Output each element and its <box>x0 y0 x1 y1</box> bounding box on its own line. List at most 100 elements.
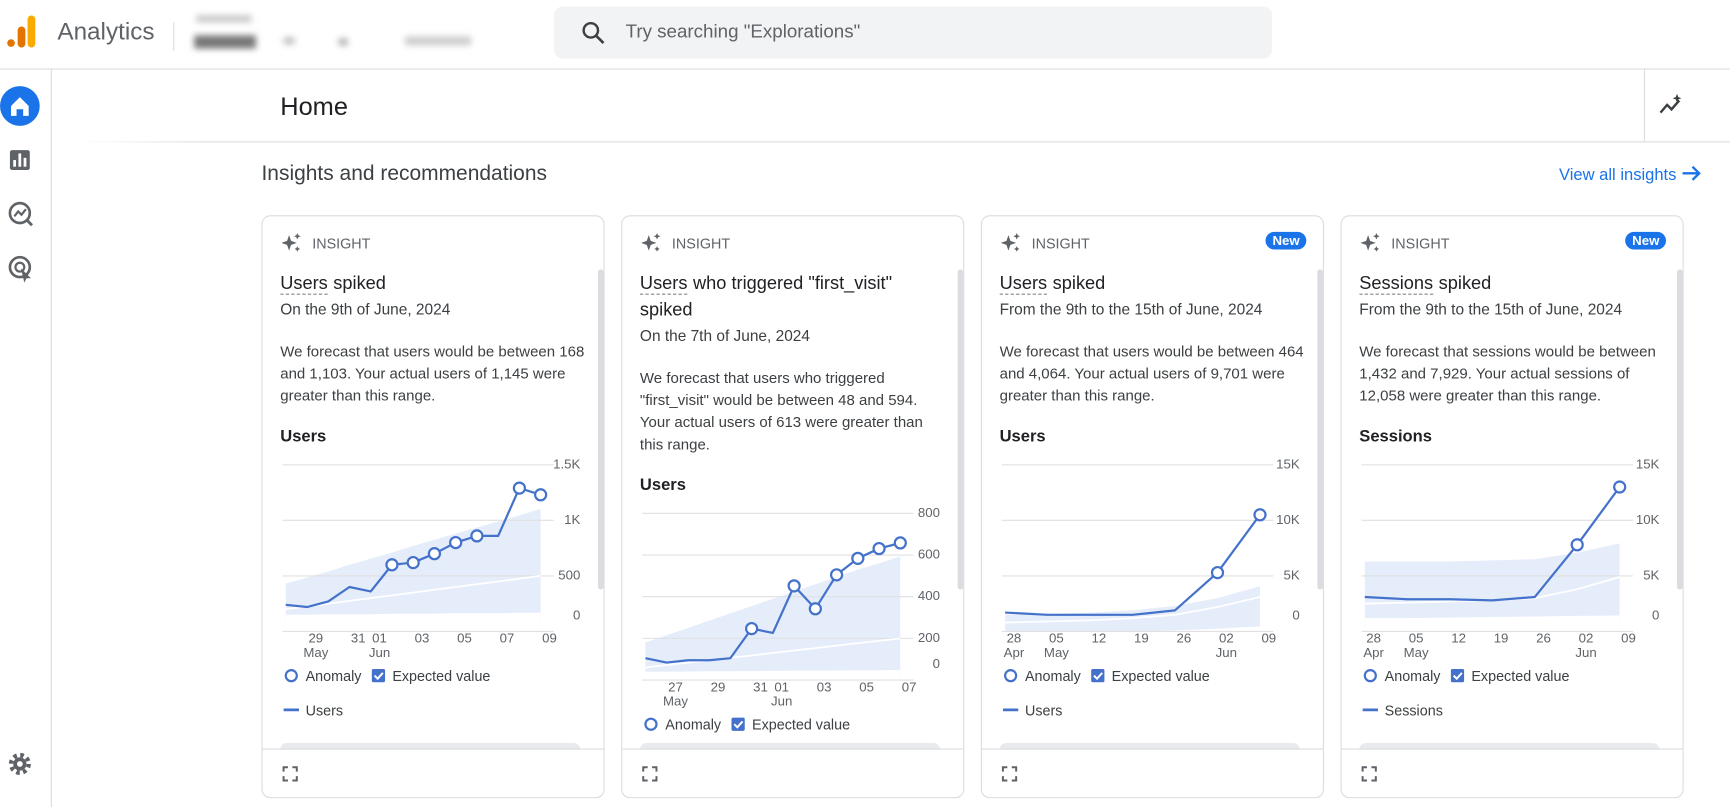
card-date: From the 9th to the 15th of June, 2024 <box>999 300 1263 318</box>
expected-range-upper <box>645 556 901 681</box>
legend-label: Sessions <box>1384 701 1443 719</box>
expand-icon[interactable] <box>1001 765 1019 783</box>
x-tick-label: 02 <box>1579 631 1594 646</box>
title-rest: spiked <box>1438 273 1492 294</box>
sparkle-icon <box>1360 232 1380 252</box>
title-rest: spiked <box>333 273 386 294</box>
x-tick-label: 09 <box>1261 631 1276 646</box>
insight-card: INSIGHT Users spiked On the 9th of June, 20… <box>261 215 605 799</box>
insights-button[interactable] <box>1658 93 1684 117</box>
icon-shape <box>23 157 27 167</box>
icon-shape <box>1000 235 1017 251</box>
anomaly-point <box>893 536 907 550</box>
legend-label: Anomaly <box>1024 667 1081 684</box>
y-tick-label: 15K <box>1276 456 1300 471</box>
insight-card: INSIGHT Users who triggered "first_visit" … <box>621 215 965 799</box>
nav-reports[interactable] <box>9 150 30 171</box>
card-footer <box>622 748 964 799</box>
anomaly-point <box>470 529 484 543</box>
x-tick-label: 07 <box>902 679 917 694</box>
title-term: Users <box>280 273 328 295</box>
view-all-link[interactable]: View all insights <box>1558 165 1701 185</box>
nav-settings[interactable] <box>8 752 31 775</box>
anomaly-point <box>745 621 759 636</box>
legend-anomaly-icon <box>284 669 298 683</box>
expected-line <box>285 575 541 611</box>
x-tick-label: 26 <box>1536 631 1551 646</box>
icon-shape <box>1013 246 1020 252</box>
blurred-text <box>404 36 472 46</box>
x-tick-label: 03 <box>817 679 832 694</box>
legend-line-icon <box>283 708 299 712</box>
nav-explore[interactable] <box>8 201 34 227</box>
icon-shape <box>371 669 385 683</box>
expected-range-lower <box>1364 615 1620 632</box>
scrollbar <box>957 269 964 590</box>
x-tick-label: 31 <box>351 631 366 646</box>
x-tick-label: May <box>663 694 688 709</box>
chart-title: Sessions <box>1359 427 1432 447</box>
expand-icon[interactable] <box>281 765 299 783</box>
icon-shape <box>1452 672 1463 681</box>
card-title: Users who triggered "first_visit" spiked <box>639 270 949 323</box>
search-placeholder: Try searching "Explorations" <box>625 20 861 42</box>
legend-line-icon <box>1362 708 1379 712</box>
title-rest: spiked <box>1052 273 1106 294</box>
icon-shape <box>1004 669 1018 683</box>
icon-shape <box>16 761 23 767</box>
cut-off-button <box>280 742 581 750</box>
legend-expected-icon <box>1450 669 1464 683</box>
nav-icons <box>0 86 40 775</box>
y-tick-label: 0 <box>1652 608 1659 623</box>
icon-shape <box>654 246 660 252</box>
anomaly-point <box>512 481 527 495</box>
x-tick-label: 05 <box>859 679 874 694</box>
icon-shape <box>18 153 22 167</box>
link-text: View all insights <box>1558 165 1677 185</box>
icon-shape <box>1092 672 1103 681</box>
x-tick-label: Apr <box>1363 645 1384 660</box>
x-tick-label: Jun <box>1575 645 1596 660</box>
sparkle-icon <box>641 232 661 252</box>
x-tick-label: 29 <box>711 679 726 694</box>
nav-home[interactable] <box>0 86 40 126</box>
icon-shape <box>641 235 657 251</box>
x-tick-label: 19 <box>1134 631 1149 646</box>
anomaly-point <box>829 568 844 582</box>
icon-shape <box>1001 766 1018 782</box>
card-header: INSIGHT <box>280 232 370 254</box>
expand-icon[interactable] <box>641 765 659 783</box>
card-label: INSIGHT <box>1391 234 1450 252</box>
icon-shape <box>653 232 661 240</box>
legend-label: Anomaly <box>665 715 722 733</box>
nav-advertising[interactable] <box>8 255 32 283</box>
product-name: Analytics <box>57 17 155 46</box>
card-description: We forecast that sessions would be betwe… <box>1359 343 1656 405</box>
legend-expected-icon <box>731 717 745 731</box>
sparkle-icon <box>1000 232 1021 252</box>
y-tick-label: 800 <box>918 505 940 520</box>
x-tick-label: Apr <box>1004 645 1025 660</box>
blurred-text <box>196 15 252 23</box>
account-selector[interactable] <box>190 11 521 57</box>
search-icon <box>582 21 605 44</box>
anomaly-point <box>808 602 822 616</box>
search-box[interactable]: Try searching "Explorations" <box>553 6 1273 59</box>
x-tick-label: 19 <box>1494 631 1509 646</box>
card-body: Sessions spiked From the 9th to the 15th o… <box>1359 265 1668 742</box>
icon-shape <box>13 208 27 218</box>
cut-off-button <box>999 742 1300 750</box>
insight-card: INSIGHT New Users spiked From the 9th to the… <box>980 215 1324 799</box>
blurred-text <box>338 38 348 46</box>
expand-icon[interactable] <box>1360 765 1378 783</box>
y-tick-label: 200 <box>918 630 940 645</box>
y-tick-label: 10K <box>1276 512 1300 527</box>
anomaly-point <box>872 541 886 556</box>
cut-off-button <box>1359 742 1660 750</box>
